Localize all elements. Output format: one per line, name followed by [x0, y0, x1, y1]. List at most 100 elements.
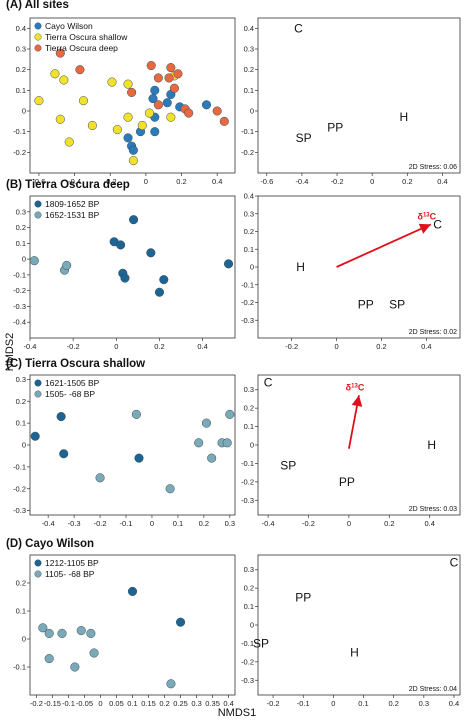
data-point — [150, 85, 160, 95]
data-point — [112, 125, 122, 135]
group-label: SP — [296, 131, 312, 145]
x-tick-label: -0.4 — [24, 342, 37, 351]
x-tick-label: 0.4 — [223, 699, 233, 708]
x-tick-label: -0.2 — [331, 177, 344, 186]
y-tick-label: -0.3 — [241, 676, 254, 685]
legend-label: Tierra Oscura shallow — [45, 32, 128, 42]
y-tick-label: 0.3 — [16, 207, 26, 216]
y-tick-label: 0.4 — [244, 192, 254, 201]
data-point — [146, 60, 156, 71]
panel-title: (C) Tierra Oscura shallow — [6, 358, 145, 370]
panel-title: (D) Cayo Wilson — [6, 538, 94, 550]
legend-label: 1621-1505 BP — [45, 378, 100, 388]
data-point — [128, 156, 138, 166]
data-point — [137, 120, 147, 131]
data-point — [166, 679, 176, 689]
data-point — [50, 69, 60, 79]
y-tick-label: -0.1 — [13, 270, 26, 279]
legend-label: Tierra Oscura deep — [45, 43, 118, 53]
data-point — [169, 83, 179, 93]
x-tick-label: 0.2 — [159, 699, 169, 708]
y-tick-label: 0.3 — [16, 45, 26, 54]
plot-frame — [257, 17, 461, 174]
y-tick-label: 0.2 — [16, 223, 26, 232]
data-point — [38, 623, 48, 633]
data-point — [129, 215, 139, 225]
x-tick-label: -0.2 — [302, 519, 315, 528]
data-point — [165, 484, 175, 494]
group-label: SP — [389, 297, 405, 311]
stress-annotation: 2D Stress: 0.06 — [409, 164, 457, 171]
legend-label: 1105- -68 BP — [45, 569, 95, 579]
x-tick-label: 0.25 — [173, 699, 188, 708]
legend-marker — [34, 559, 42, 567]
x-tick-label: -0.6 — [260, 177, 273, 186]
x-tick-label: 0 — [334, 342, 338, 351]
data-point — [95, 473, 105, 483]
data-point — [78, 96, 89, 106]
x-tick-label: 0.2 — [154, 342, 164, 351]
data-point — [184, 108, 194, 118]
y-tick-label: -0.2 — [13, 484, 26, 493]
y-tick-label: -0.2 — [241, 477, 254, 486]
x-tick-label: -0.1 — [297, 699, 310, 708]
x-tick-label: -0.15 — [44, 699, 61, 708]
data-point — [166, 63, 176, 73]
data-point — [173, 69, 183, 79]
legend-marker — [34, 200, 42, 208]
data-point — [57, 628, 67, 638]
group-label: PP — [295, 590, 311, 604]
y-tick-label: -0.1 — [241, 127, 254, 136]
data-point — [223, 259, 234, 269]
data-point — [225, 409, 235, 419]
y-tick-label: 0 — [22, 441, 26, 450]
y-tick-label: 0.3 — [244, 45, 254, 54]
x-tick-label: -0.2 — [267, 699, 280, 708]
y-tick-label: 0.1 — [244, 86, 254, 95]
group-label: C — [264, 375, 273, 389]
data-point — [222, 438, 232, 448]
x-tick-label: -0.1 — [62, 699, 75, 708]
data-point — [175, 617, 186, 627]
data-point — [59, 449, 69, 459]
data-point — [194, 438, 204, 448]
y-tick-label: 0.1 — [16, 419, 26, 428]
x-tick-label: -0.2 — [30, 699, 43, 708]
panel-title: (A) All sites — [6, 0, 69, 11]
isotope-vector-arrow — [348, 395, 363, 449]
data-point — [128, 145, 138, 155]
y-tick-label: -0.2 — [13, 148, 26, 157]
data-point — [55, 114, 65, 124]
y-tick-label: 0.2 — [244, 584, 254, 593]
y-tick-label: -0.1 — [241, 639, 254, 648]
data-point — [131, 409, 141, 419]
data-point — [34, 96, 44, 106]
data-point — [44, 628, 54, 638]
x-tick-label: -0.2 — [94, 519, 107, 528]
data-point — [154, 287, 165, 297]
x-tick-label: -0.4 — [295, 177, 308, 186]
group-label: C — [433, 217, 442, 231]
data-point — [148, 94, 158, 104]
x-tick-label: 0.05 — [109, 699, 124, 708]
y-tick-label: 0 — [250, 441, 254, 450]
legend-marker — [34, 33, 42, 41]
panel-2: -0.6 -0.4 -0.2 0 0.2 0.4 -0.2 -0.1 0 0.1 0.2 0.3 0.4… — [241, 17, 461, 186]
data-point — [89, 648, 99, 658]
data-point — [159, 275, 169, 285]
y-tick-label: 0 — [250, 621, 254, 630]
data-point — [219, 116, 229, 126]
data-point — [56, 412, 66, 422]
x-tick-label: 0 — [370, 177, 374, 186]
x-tick-label: 0.4 — [424, 519, 434, 528]
y-tick-label: 0.2 — [16, 397, 26, 406]
group-label: C — [450, 555, 459, 569]
y-axis-label: NMDS2 — [4, 333, 16, 372]
data-point — [134, 453, 144, 463]
y-tick-label: 0.2 — [244, 404, 254, 413]
data-point — [201, 418, 212, 428]
x-tick-label: 0.1 — [358, 699, 368, 708]
group-label: H — [296, 260, 305, 274]
x-tick-label: 0.4 — [197, 342, 207, 351]
data-point — [75, 65, 85, 75]
